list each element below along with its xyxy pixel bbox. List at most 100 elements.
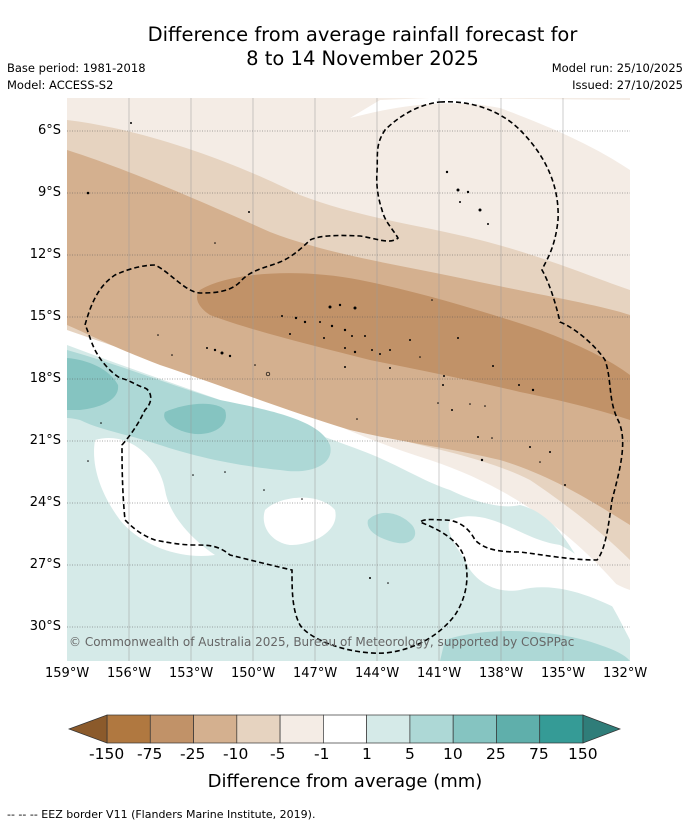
islands — [86, 122, 566, 584]
island — [478, 208, 482, 212]
island — [371, 349, 373, 351]
colorbar-label: -25 — [180, 745, 206, 763]
island — [263, 489, 265, 491]
neutral-pocket-24s — [94, 438, 215, 556]
island — [206, 347, 208, 349]
island — [220, 351, 224, 355]
base-period: Base period: 1981-2018 — [7, 61, 146, 75]
title-line-2: 8 to 14 November 2025 — [246, 47, 479, 70]
title-line-1: Difference from average rainfall forecas… — [147, 23, 578, 46]
lat-label: 6°S — [37, 123, 61, 138]
colorbar-cell — [539, 714, 584, 744]
colorbar-cell — [323, 714, 367, 744]
island — [323, 337, 325, 339]
island — [86, 191, 90, 195]
colorbar-low-extend — [67, 714, 108, 744]
colorbar-cell — [279, 714, 324, 744]
colorbar-label: 1 — [362, 745, 372, 763]
copyright-text: © Commonwealth of Australia 2025, Bureau… — [69, 635, 575, 649]
island — [389, 349, 391, 351]
colorbar-cell — [236, 714, 281, 744]
colorbar-label: -10 — [223, 745, 249, 763]
island — [364, 335, 366, 337]
lat-label: 9°S — [37, 185, 61, 200]
island — [289, 333, 291, 335]
lon-label: 138°W — [479, 666, 524, 681]
lon-label: 156°W — [107, 666, 152, 681]
lon-label: 144°W — [355, 666, 400, 681]
band-plus-10-small — [164, 403, 226, 435]
colorbar-label: 75 — [529, 745, 549, 763]
island — [564, 484, 566, 486]
island — [213, 348, 217, 352]
island — [387, 582, 389, 584]
island — [451, 409, 453, 411]
lat-label: 30°S — [29, 619, 61, 634]
island — [344, 347, 346, 349]
island — [419, 356, 421, 358]
island — [171, 354, 173, 356]
lat-label: 12°S — [29, 247, 61, 262]
colorbar-title: Difference from average (mm) — [207, 771, 483, 792]
island — [531, 388, 535, 392]
island — [353, 306, 357, 310]
island — [192, 474, 194, 476]
island — [130, 122, 132, 124]
island — [330, 324, 334, 328]
island — [466, 190, 470, 194]
neutral-pocket-25s — [263, 497, 336, 545]
island — [431, 299, 433, 301]
island — [389, 367, 391, 369]
colorbar-label: 150 — [568, 745, 598, 763]
island — [87, 460, 89, 462]
lon-label: 135°W — [541, 666, 586, 681]
island — [484, 405, 486, 407]
island — [445, 170, 449, 174]
colorbar-label: -5 — [270, 745, 286, 763]
island — [100, 422, 102, 424]
island — [228, 354, 232, 358]
island — [344, 366, 346, 368]
island — [518, 384, 520, 386]
band-plus-10 — [67, 358, 119, 410]
colorbar-label: -150 — [89, 745, 125, 763]
island — [487, 223, 489, 225]
island — [443, 375, 445, 377]
island — [294, 316, 298, 320]
neutral-pocket-east — [448, 516, 630, 615]
island — [351, 335, 353, 337]
island — [214, 242, 216, 244]
colorbar-label: 10 — [443, 745, 463, 763]
colorbar — [67, 714, 621, 744]
lat-label: 21°S — [29, 433, 61, 448]
meta-left: Base period: 1981-2018 Model: ACCESS-S2 — [7, 60, 146, 94]
colorbar-label: 25 — [486, 745, 506, 763]
island — [539, 461, 541, 463]
lon-label: 150°W — [231, 666, 276, 681]
island — [328, 305, 332, 309]
island — [224, 471, 226, 473]
island — [459, 201, 461, 203]
colorbar-cell — [149, 714, 194, 744]
colorbar-cells — [106, 714, 584, 744]
island — [248, 211, 250, 213]
island — [379, 353, 381, 355]
band-plus-5-small — [367, 512, 416, 544]
island — [338, 303, 342, 307]
island — [492, 365, 494, 367]
island — [437, 402, 439, 404]
island — [457, 337, 459, 339]
island — [529, 446, 531, 448]
colorbar-label: 5 — [405, 745, 415, 763]
gridlines — [67, 98, 630, 661]
colorbar-label: -75 — [137, 745, 163, 763]
island — [303, 320, 307, 324]
lat-label: 18°S — [29, 371, 61, 386]
island — [469, 403, 471, 405]
lat-label: 15°S — [29, 309, 61, 324]
lon-label: 132°W — [603, 666, 648, 681]
lon-label: 147°W — [293, 666, 338, 681]
colorbar-label: -1 — [314, 745, 330, 763]
island — [353, 350, 357, 354]
island — [491, 437, 493, 439]
